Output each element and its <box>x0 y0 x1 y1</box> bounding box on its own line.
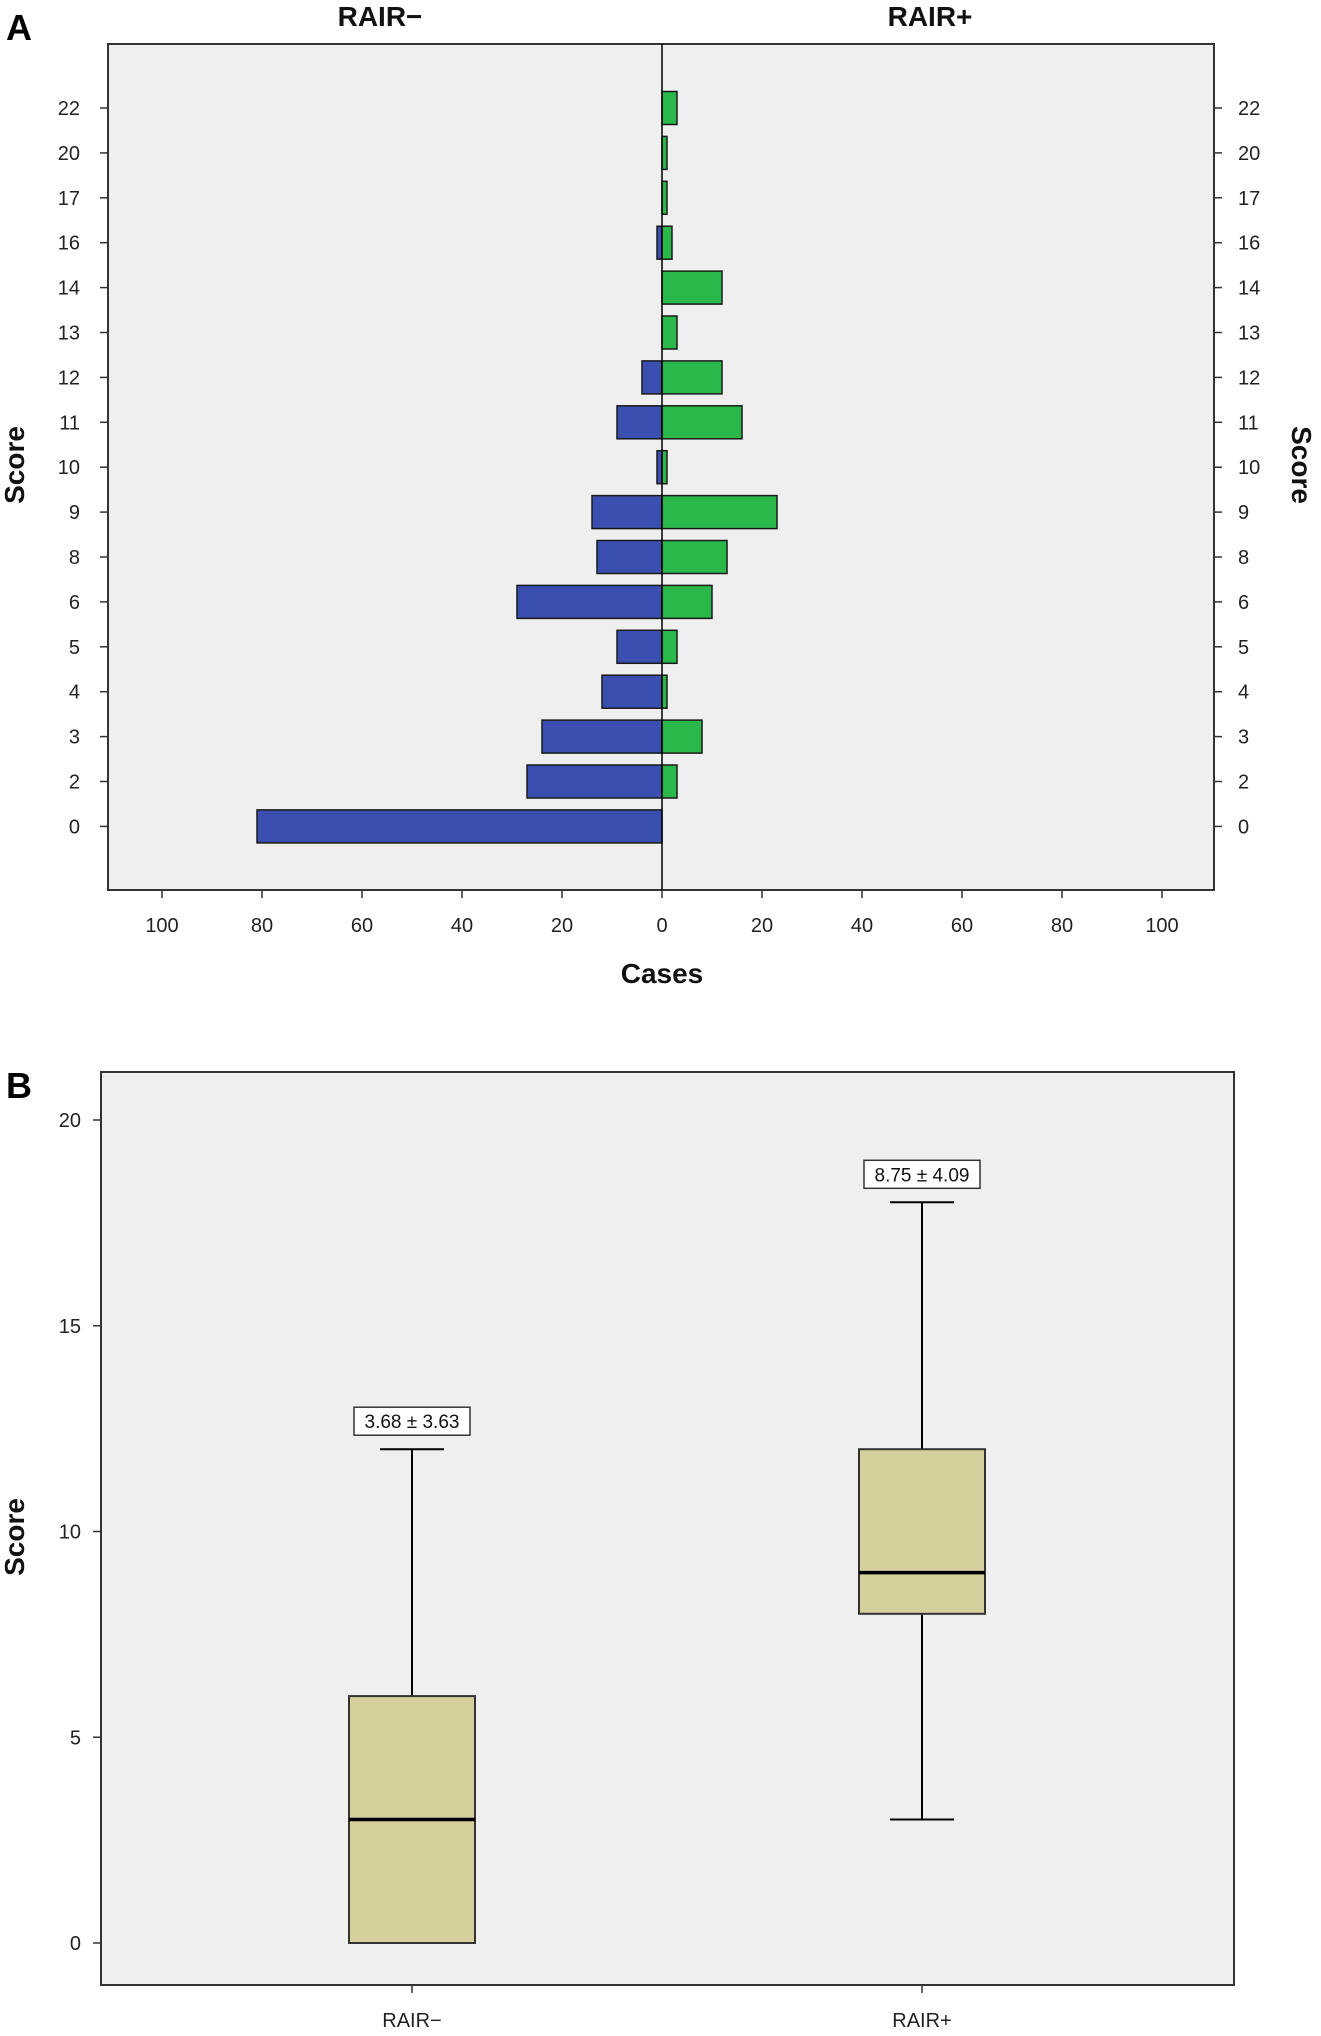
x-tick-label: 60 <box>951 915 973 937</box>
y-tick-label: 15 <box>59 1316 81 1338</box>
x-tick-label: 100 <box>1145 915 1178 937</box>
left-score-label: 0 <box>69 816 80 838</box>
rair-minus-mean-sd-box <box>353 1406 471 1436</box>
rair-minus-bar-score-9 <box>591 494 663 530</box>
rair-minus-category-label: RAIR− <box>382 2010 441 2032</box>
left-score-label: 6 <box>69 592 80 614</box>
rair-plus-bar-score-3 <box>661 719 703 754</box>
left-score-label: 8 <box>69 547 80 569</box>
right-y-axis-title: Score <box>1286 426 1317 504</box>
x-tick-label: 0 <box>656 915 667 937</box>
rair-minus-bar-score-5 <box>616 629 663 665</box>
rair-plus-bar-score-22 <box>661 90 678 126</box>
rair-minus-bar-score-2 <box>526 764 663 799</box>
right-score-label: 2 <box>1238 772 1249 794</box>
cases-axis-ticks: 100 80 60 40 20 0 20 40 60 80 100 <box>145 890 1179 937</box>
right-score-label: 0 <box>1238 816 1249 838</box>
right-score-label: 16 <box>1238 233 1260 255</box>
y-tick-label: 5 <box>70 1727 81 1749</box>
left-score-label: 14 <box>58 278 80 300</box>
rair-minus-bar-score-12 <box>641 360 663 395</box>
rair-minus-mean-sd-label: 3.68 ± 3.63 <box>365 1412 460 1433</box>
right-score-label: 4 <box>1238 682 1249 704</box>
rair-plus-bar-score-12 <box>661 360 723 395</box>
rair-plus-mean-sd-box <box>863 1159 981 1190</box>
left-score-label: 13 <box>58 323 80 345</box>
rair-plus-bar-score-9 <box>661 494 778 530</box>
right-score-label: 17 <box>1238 188 1260 210</box>
y-tick-label: 10 <box>59 1522 81 1544</box>
left-score-label: 20 <box>58 143 80 165</box>
panel-a-label: A <box>6 7 32 48</box>
right-group-title: RAIR+ <box>888 1 973 32</box>
left-score-label: 2 <box>69 772 80 794</box>
right-score-label: 3 <box>1238 727 1249 749</box>
left-score-label: 11 <box>59 412 80 434</box>
x-tick-label: 40 <box>451 915 473 937</box>
rair-plus-bar-score-16 <box>661 225 673 260</box>
score-axis-ticks: 0 5 10 15 20 <box>59 1110 101 1955</box>
x-tick-label: 80 <box>1051 915 1073 937</box>
rair-minus-bar-score-4 <box>601 674 663 709</box>
rair-plus-bar-score-11 <box>661 405 743 440</box>
right-score-label: 6 <box>1238 592 1249 614</box>
group-axis-ticks: RAIR− RAIR+ <box>382 1985 952 2032</box>
panel-b-plot-area <box>100 1071 1235 1986</box>
rair-minus-bar-score-6 <box>516 584 663 620</box>
x-axis-title: Cases <box>621 958 704 989</box>
panel-a: A RAIR− RAIR+ 22201716141312111098654320… <box>0 1 1317 989</box>
y-axis-title: Score <box>0 1498 30 1576</box>
rair-plus-category-label: RAIR+ <box>892 2010 951 2032</box>
left-score-label: 3 <box>69 727 80 749</box>
x-tick-label: 20 <box>551 915 573 937</box>
rair-plus-bar-score-13 <box>661 315 678 350</box>
y-tick-label: 20 <box>59 1110 81 1132</box>
rair-minus-bar-score-11 <box>616 405 663 440</box>
rair-plus-bar-score-6 <box>661 584 713 620</box>
left-score-label: 17 <box>58 188 80 210</box>
right-score-label: 8 <box>1238 547 1249 569</box>
rair-plus-bar-score-5 <box>661 629 678 665</box>
x-tick-label: 100 <box>145 915 178 937</box>
right-score-label: 12 <box>1238 367 1260 389</box>
rair-minus-bar-score-0 <box>256 809 663 844</box>
y-tick-label: 0 <box>70 1933 81 1955</box>
rair-plus-bar-score-2 <box>661 764 678 799</box>
right-score-label: 5 <box>1238 637 1249 659</box>
panel-a-bars <box>256 90 778 844</box>
rair-plus-bar-score-8 <box>661 539 728 575</box>
right-score-label: 13 <box>1238 323 1260 345</box>
right-score-label: 11 <box>1238 412 1259 434</box>
left-score-label: 12 <box>58 367 80 389</box>
x-tick-label: 80 <box>251 915 273 937</box>
left-score-label: 16 <box>58 233 80 255</box>
rair-plus-mean-sd-label: 8.75 ± 4.09 <box>875 1165 970 1186</box>
rair-plus-box <box>858 1448 986 1615</box>
rair-minus-bar-score-3 <box>541 719 663 754</box>
left-score-label: 5 <box>69 637 80 659</box>
right-score-label: 22 <box>1238 98 1260 120</box>
left-score-label: 10 <box>58 457 80 479</box>
x-tick-label: 60 <box>351 915 373 937</box>
right-score-label: 9 <box>1238 502 1249 524</box>
panel-b-boxes: 3.68 ± 3.63 8.75 ± 4.09 <box>348 1159 986 1944</box>
left-group-title: RAIR− <box>338 1 423 32</box>
right-score-label: 14 <box>1238 278 1260 300</box>
left-score-label: 22 <box>58 98 80 120</box>
x-tick-label: 40 <box>851 915 873 937</box>
left-score-label: 9 <box>69 502 80 524</box>
panel-b-label: B <box>6 1065 32 1106</box>
x-tick-label: 20 <box>751 915 773 937</box>
left-score-label: 4 <box>69 682 80 704</box>
right-score-label: 10 <box>1238 457 1260 479</box>
left-y-axis-title: Score <box>0 426 30 504</box>
rair-plus-bar-score-14 <box>661 270 723 305</box>
rair-minus-bar-score-8 <box>596 539 663 575</box>
right-score-label: 20 <box>1238 143 1260 165</box>
